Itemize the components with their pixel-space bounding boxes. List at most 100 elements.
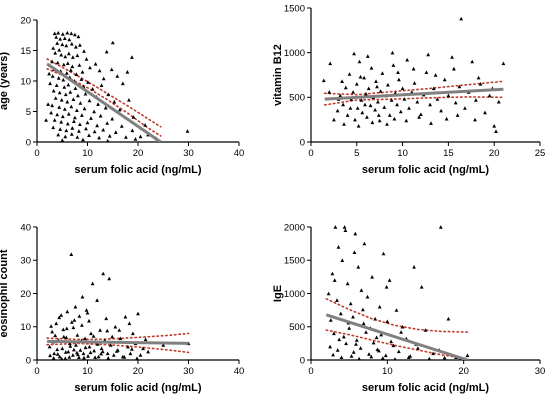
y-axis-title: IgE: [272, 285, 284, 302]
data-point: [92, 129, 97, 134]
data-point: [335, 108, 340, 113]
data-point: [80, 113, 84, 117]
data-point: [355, 106, 360, 110]
data-point: [44, 118, 48, 122]
data-point: [368, 103, 373, 108]
data-point: [78, 348, 83, 352]
confidence-band-upper: [323, 80, 505, 96]
data-point: [423, 328, 428, 332]
data-point: [352, 51, 356, 56]
data-point: [387, 278, 392, 282]
data-point: [356, 124, 361, 128]
y-tick-label: 10: [20, 322, 31, 333]
data-point: [115, 74, 120, 78]
data-point: [66, 112, 71, 116]
data-point: [78, 122, 82, 126]
plot-area: [325, 225, 470, 360]
data-point: [349, 354, 354, 358]
data-point: [90, 87, 95, 91]
data-point: [89, 331, 93, 336]
data-point: [50, 59, 54, 64]
data-point: [75, 333, 80, 337]
data-point: [326, 291, 331, 296]
data-point: [104, 49, 109, 54]
data-point: [86, 354, 90, 358]
data-point: [442, 355, 447, 360]
data-point: [71, 325, 76, 330]
data-point: [131, 115, 136, 119]
data-point: [328, 344, 332, 349]
data-point: [82, 355, 86, 360]
data-point: [476, 75, 481, 80]
data-point: [65, 99, 70, 104]
data-point: [77, 314, 82, 318]
data-point: [72, 347, 76, 352]
data-point: [478, 82, 483, 86]
plot-area: [44, 30, 190, 142]
panel-eosinophil-count: 0 10 20 30 40 0 10 20 30 40 serum folic acid (ng/m…: [0, 222, 244, 394]
y-tick-label: 30: [20, 256, 31, 267]
data-point: [351, 90, 355, 94]
data-point: [465, 353, 470, 358]
data-point: [353, 231, 358, 236]
data-point: [69, 132, 74, 136]
x-tick-label: 0: [308, 366, 313, 377]
x-tick-label: 20: [133, 148, 144, 159]
data-point: [53, 51, 58, 55]
data-point: [141, 346, 145, 351]
data-point: [395, 102, 399, 107]
data-point: [104, 316, 109, 321]
data-point: [389, 98, 394, 102]
data-point: [362, 75, 366, 80]
y-axis-title: age (years): [0, 52, 10, 110]
data-point: [57, 315, 62, 320]
data-point: [56, 30, 61, 35]
data-point: [369, 66, 374, 70]
plot-area: [46, 252, 191, 360]
data-point: [75, 135, 80, 139]
data-point: [57, 105, 62, 109]
data-point: [394, 308, 399, 312]
x-tick-label: 30: [183, 148, 194, 159]
data-point: [123, 314, 128, 319]
data-point: [52, 31, 57, 36]
data-point: [444, 116, 449, 121]
data-point: [161, 343, 166, 347]
data-point: [59, 313, 64, 317]
confidence-band-lower: [323, 96, 505, 106]
data-point: [340, 258, 345, 262]
data-point: [358, 74, 363, 79]
data-point: [473, 117, 477, 122]
data-point: [63, 92, 68, 97]
data-point: [389, 339, 393, 344]
data-point: [494, 129, 498, 133]
y-tick-label: 2000: [284, 222, 305, 233]
data-point: [110, 116, 115, 121]
data-point: [327, 90, 332, 94]
data-point: [75, 108, 79, 112]
x-axis-title: serum folic acid (ng/mL): [74, 382, 201, 394]
data-point: [365, 115, 369, 119]
y-tick-label: 0: [26, 355, 31, 366]
x-tick-label: 20: [489, 148, 500, 159]
data-point: [107, 134, 112, 138]
data-point: [65, 61, 70, 65]
data-point: [427, 356, 431, 360]
x-tick-label: 0: [34, 148, 39, 159]
data-point: [106, 92, 111, 97]
data-point: [61, 327, 66, 332]
data-point: [373, 107, 377, 112]
confidence-band-lower: [46, 342, 190, 354]
data-point: [99, 346, 104, 351]
data-point: [57, 48, 62, 52]
x-tick-label: 0: [34, 366, 39, 377]
data-point: [122, 355, 127, 359]
data-point: [50, 74, 55, 78]
data-point: [128, 351, 133, 356]
data-point: [370, 275, 374, 279]
data-point: [59, 98, 64, 102]
data-point: [343, 228, 348, 232]
data-point: [332, 278, 337, 282]
y-tick-label: 20: [20, 289, 31, 300]
